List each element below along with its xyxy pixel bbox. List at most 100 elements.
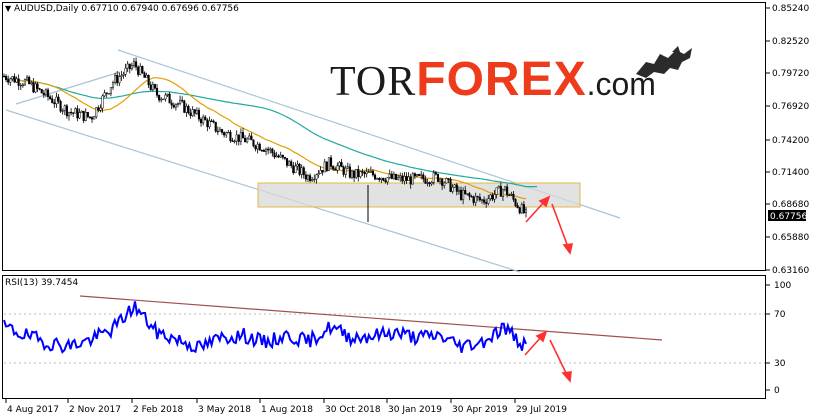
candle-body: [319, 170, 322, 174]
candle-body: [411, 173, 414, 185]
candle-body: [334, 168, 337, 171]
candle-body: [80, 110, 83, 113]
candle-body: [168, 93, 171, 104]
candle-body: [369, 170, 372, 173]
candle-body: [122, 74, 125, 76]
candle-body: [59, 100, 62, 112]
candle-body: [355, 169, 358, 178]
candle-body: [306, 175, 310, 180]
candle-body: [470, 195, 473, 198]
candle-body: [181, 99, 184, 102]
rsi-title: RSI(13) 39.7454: [5, 278, 79, 288]
candle-body: [384, 180, 387, 183]
candle-body: [386, 177, 389, 183]
time-axis-label: 30 Oct 2018: [325, 405, 381, 415]
time-axis-label: 3 May 2018: [198, 405, 251, 415]
candle-body: [430, 182, 433, 185]
candle-body: [153, 84, 156, 89]
candle-body: [480, 199, 484, 201]
rsi-line[interactable]: [3, 301, 527, 354]
candle-body: [9, 78, 12, 83]
candle-body: [151, 84, 154, 90]
candle-body: [413, 173, 416, 177]
candle-body: [380, 177, 383, 180]
candle-body: [149, 84, 152, 90]
candle-body: [227, 131, 230, 134]
ma-slow-line[interactable]: [3, 75, 537, 188]
rsi-panel[interactable]: [2, 275, 766, 399]
triangle-down-icon[interactable]: ▼: [5, 4, 12, 13]
candle-body: [195, 110, 198, 114]
candle-body: [120, 75, 123, 77]
candle-body: [93, 116, 96, 120]
candle-body: [269, 148, 272, 151]
price-axis-label: 0.76920: [772, 102, 809, 112]
candle-body: [516, 205, 519, 209]
candle-body: [317, 173, 320, 176]
candle-body: [518, 207, 521, 214]
candle-body: [405, 176, 408, 181]
candle-body: [353, 170, 356, 178]
candle-body: [74, 108, 77, 114]
time-axis-label: 30 Apr 2019: [452, 405, 508, 415]
candle-body: [394, 173, 398, 180]
price-axis-label: 0.82520: [772, 37, 809, 47]
channel-side-line[interactable]: [15, 71, 121, 105]
candle-body: [506, 186, 509, 196]
candle-body: [90, 117, 94, 120]
candle-body: [160, 98, 163, 101]
candle-body: [273, 152, 276, 158]
candle-body: [40, 89, 43, 94]
candle-body: [53, 102, 56, 105]
candle-body: [459, 189, 463, 200]
logo-tor-text: TOR: [330, 59, 417, 105]
price-chart-panel[interactable]: [2, 2, 766, 271]
candle-body: [95, 107, 98, 118]
candle-body: [367, 171, 370, 173]
ma-fast-line[interactable]: [14, 77, 527, 200]
candle-body: [403, 176, 406, 182]
candle-body: [499, 185, 502, 197]
candle-body: [130, 65, 133, 70]
rsi-trendline[interactable]: [79, 295, 663, 341]
price-axis-label: 0.74200: [772, 136, 809, 146]
candle-body: [229, 131, 232, 141]
candle-body: [524, 208, 528, 213]
candle-body: [476, 196, 479, 198]
candle-body: [124, 67, 127, 75]
candlestick-series[interactable]: [2, 57, 528, 222]
candle-body: [445, 178, 448, 184]
rsi-axis-label: 70: [774, 310, 786, 320]
candle-body: [491, 194, 494, 200]
candle-body: [212, 120, 215, 123]
candle-body: [103, 92, 106, 97]
candle-body: [256, 143, 259, 150]
candle-body: [441, 178, 444, 186]
candle-body: [86, 112, 89, 118]
bull-bear-icon: [636, 46, 692, 78]
candle-body: [248, 135, 251, 140]
candle-body: [185, 105, 188, 113]
candle-body: [197, 110, 201, 120]
candle-body: [46, 89, 50, 97]
candle-body: [264, 148, 268, 152]
candle-body: [176, 103, 180, 105]
candle-body: [15, 78, 18, 83]
candle-body: [483, 199, 486, 203]
candle-body: [126, 63, 129, 69]
candle-body: [44, 89, 47, 96]
candle-body: [415, 174, 419, 177]
candle-body: [78, 112, 81, 119]
candle-body: [449, 178, 452, 192]
candle-body: [141, 66, 144, 74]
candle-body: [137, 66, 140, 75]
candle-body: [179, 99, 182, 104]
candle-body: [390, 173, 393, 179]
logo-forex-text: FOREX: [416, 53, 587, 106]
candle-body: [174, 104, 177, 108]
candle-body: [371, 170, 375, 176]
candle-body: [462, 190, 465, 200]
candle-body: [409, 176, 412, 185]
candle-body: [514, 199, 517, 206]
